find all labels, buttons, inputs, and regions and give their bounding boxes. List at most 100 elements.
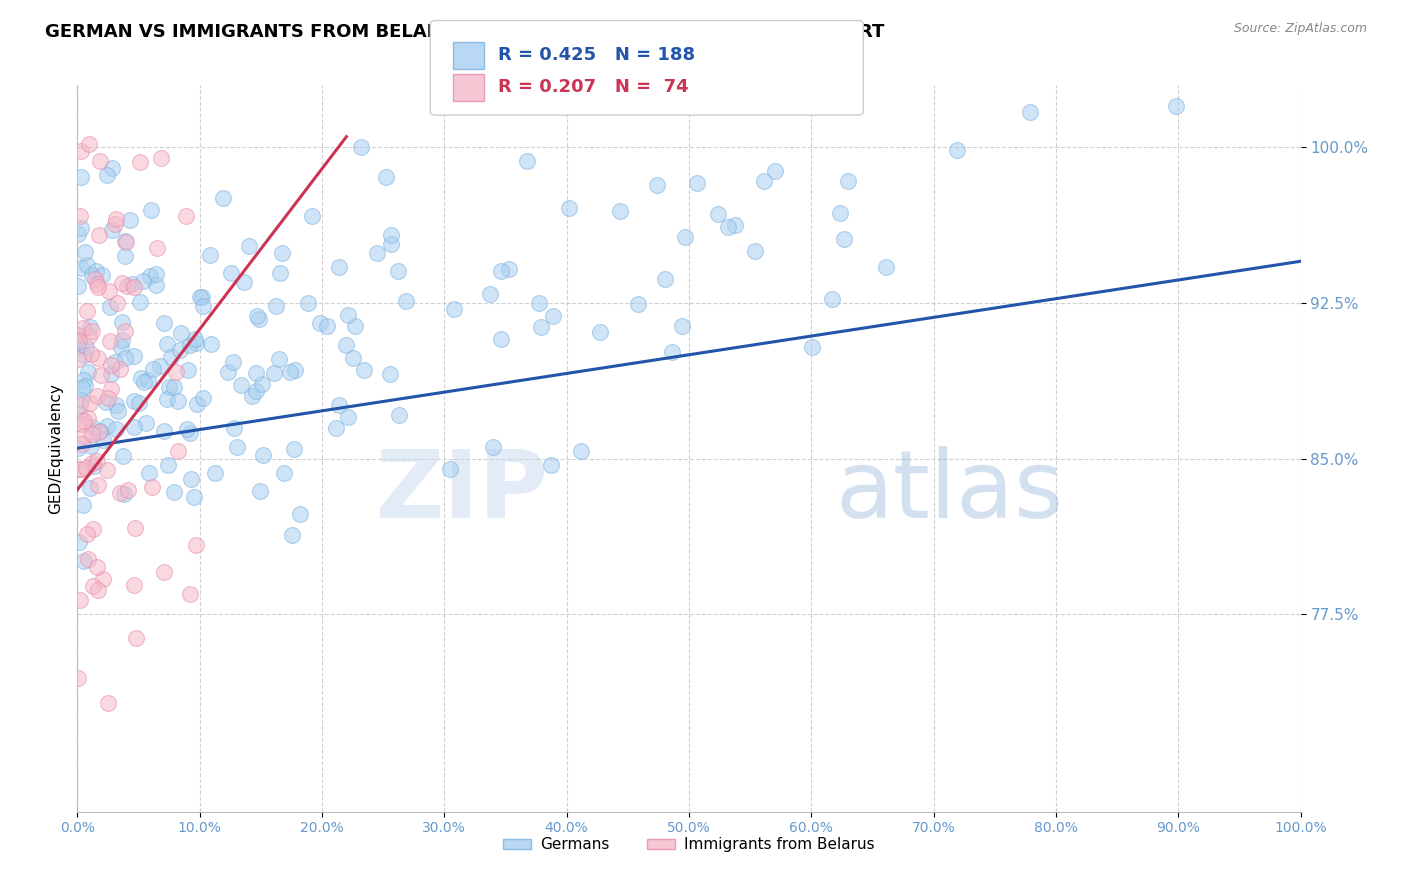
Point [246, 309, 269, 323]
Point [104, 355, 127, 369]
Point [350, 140, 373, 154]
Point [70, 260, 93, 275]
Point [80, 439, 103, 453]
Point [309, 317, 332, 331]
Point [69, 144, 91, 158]
Point [128, 396, 150, 410]
Point [763, 164, 786, 178]
Point [124, 521, 146, 535]
Point [124, 394, 146, 409]
Point [366, 246, 388, 260]
Point [66, 327, 89, 342]
Point [139, 203, 162, 218]
Point [115, 279, 138, 293]
Text: atlas: atlas [835, 446, 1064, 538]
Point [301, 210, 323, 224]
Point [654, 272, 676, 286]
Point [129, 155, 152, 169]
Point [661, 344, 683, 359]
Point [104, 421, 127, 435]
Point [165, 365, 187, 379]
Point [114, 324, 136, 338]
Point [212, 191, 235, 205]
Point [671, 319, 693, 334]
Point [752, 174, 775, 188]
Point [94, 394, 117, 409]
Point [69, 209, 91, 223]
Point [136, 374, 159, 388]
Point [609, 203, 631, 218]
Y-axis label: GED/Equivalency: GED/Equivalency [48, 383, 63, 514]
Point [269, 266, 291, 280]
Point [69, 535, 91, 549]
Point [108, 362, 131, 376]
Point [96, 463, 118, 477]
Point [100, 161, 122, 176]
Point [132, 375, 155, 389]
Point [100, 223, 122, 237]
Point [118, 213, 141, 227]
Point [170, 326, 193, 340]
Point [76, 258, 98, 272]
Point [145, 278, 167, 293]
Point [69, 398, 91, 412]
Point [222, 421, 245, 435]
Point [86, 582, 108, 597]
Point [82, 268, 104, 283]
Point [114, 235, 136, 249]
Point [186, 336, 208, 351]
Point [247, 312, 270, 326]
Point [724, 218, 747, 232]
Point [801, 340, 824, 354]
Point [328, 398, 350, 412]
Point [717, 220, 740, 235]
Point [87, 478, 110, 492]
Point [66, 328, 89, 343]
Point [167, 393, 190, 408]
Point [79, 481, 101, 495]
Point [1164, 98, 1187, 112]
Point [114, 249, 136, 263]
Point [226, 440, 249, 454]
Point [87, 351, 110, 366]
Point [72, 498, 94, 512]
Point [141, 480, 163, 494]
Point [142, 362, 165, 376]
Point [176, 422, 198, 436]
Point [163, 485, 186, 500]
Point [82, 578, 104, 592]
Point [489, 264, 512, 278]
Point [69, 462, 91, 476]
Point [222, 354, 245, 368]
Point [183, 490, 205, 504]
Point [834, 98, 856, 112]
Point [72, 348, 94, 362]
Point [337, 308, 360, 322]
Point [67, 278, 90, 293]
Point [380, 228, 402, 243]
Point [72, 320, 94, 334]
Point [122, 279, 145, 293]
Text: GERMAN VS IMMIGRANTS FROM BELARUS GED/EQUIVALENCY CORRELATION CHART: GERMAN VS IMMIGRANTS FROM BELARUS GED/EQ… [45, 22, 884, 40]
Point [105, 296, 128, 310]
Point [288, 507, 311, 521]
Point [114, 351, 136, 365]
Point [217, 365, 239, 379]
Point [626, 297, 648, 311]
Point [77, 551, 100, 566]
Point [283, 442, 305, 456]
Point [156, 458, 179, 473]
Text: R = 0.425   N = 188: R = 0.425 N = 188 [498, 46, 695, 64]
Point [73, 373, 96, 387]
Point [83, 459, 105, 474]
Point [100, 367, 122, 381]
Point [110, 340, 132, 354]
Point [107, 404, 129, 418]
Point [128, 294, 150, 309]
Point [89, 228, 111, 243]
Point [79, 329, 101, 343]
Point [191, 392, 214, 406]
Point [90, 268, 112, 283]
Point [832, 232, 855, 246]
Point [104, 211, 127, 226]
